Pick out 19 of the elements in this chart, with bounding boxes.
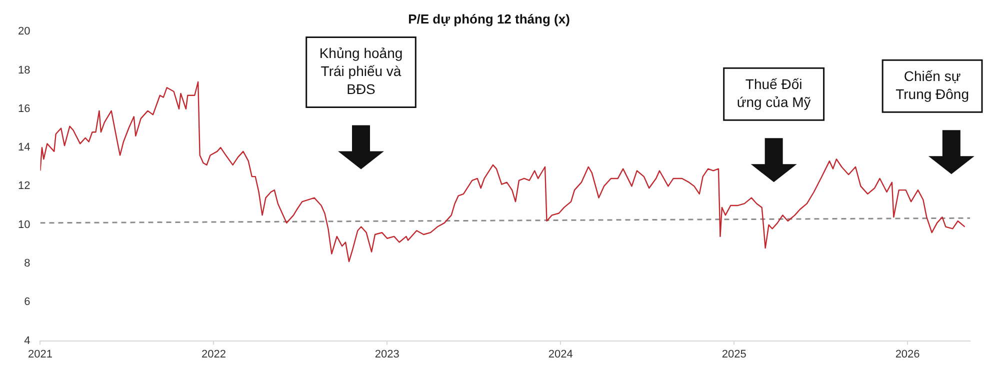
annotation: Khủng hoảng Trái phiếu và BĐS [319,45,403,98]
y-tick-label: 12 [18,180,30,192]
chart-title: P/E dự phóng 12 tháng (x) [408,11,570,26]
y-tick-label: 16 [18,102,30,115]
y-tick-label: 4 [24,334,30,347]
y-tick-label: 20 [18,26,30,38]
x-tick-label: 2023 [374,348,400,360]
y-tick-label: 18 [18,64,30,76]
annotation: Thuế Đối ứng của Mỹ [736,76,811,110]
y-tick-label: 10 [18,218,30,231]
x-tick-label: 2021 [28,348,52,360]
y-tick-label: 8 [24,258,30,270]
x-tick-label: 2022 [201,348,226,360]
y-tick-label: 6 [24,296,30,308]
y-tick-label: 14 [18,142,30,154]
x-tick-label: 2025 [722,348,746,360]
annotation: Chiến sự Trung Đông [896,68,970,102]
x-tick-label: 2026 [895,348,920,360]
x-tick-label: 2024 [548,348,573,360]
